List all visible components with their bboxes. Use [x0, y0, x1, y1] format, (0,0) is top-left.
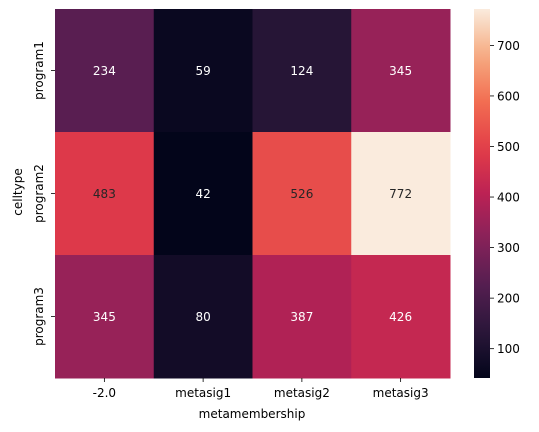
heatmap-cells [55, 9, 451, 379]
y-tick-label: program2 [32, 164, 46, 223]
colorbar-tick-label: 200 [497, 292, 520, 306]
heatmap-cell [351, 132, 451, 256]
heatmap-cell [153, 132, 253, 256]
cell-value-labels: 234 59 124 345 483 42 526 772 345 80 387 426 [93, 64, 412, 324]
y-axis-label: celltype [11, 168, 25, 215]
colorbar-tick-label: 100 [497, 342, 520, 356]
colorbar-tick-label: 300 [497, 241, 520, 255]
heatmap-cell [153, 9, 253, 133]
heatmap-cell [252, 132, 352, 256]
cell-value-label: 483 [93, 187, 116, 201]
cell-value-label: 345 [93, 310, 116, 324]
cell-value-label: 234 [93, 64, 116, 78]
heatmap-cell [252, 255, 352, 379]
cell-value-label: 59 [195, 64, 210, 78]
x-axis-label: metamembership [199, 407, 306, 421]
cell-value-label: 80 [195, 310, 210, 324]
heatmap-cell [351, 255, 451, 379]
y-tick-label: program3 [32, 287, 46, 346]
y-tick-label: program1 [32, 41, 46, 100]
cell-value-label: 345 [389, 64, 412, 78]
heatmap-cell [351, 9, 451, 133]
x-tick-label: -2.0 [93, 386, 116, 400]
cell-value-label: 772 [389, 187, 412, 201]
colorbar [474, 9, 490, 378]
heatmap-cell [55, 255, 155, 379]
cell-value-label: 387 [290, 310, 313, 324]
x-tick-label: metasig2 [274, 386, 330, 400]
colorbar-ticks: 100 200 300 400 500 600 700 [490, 39, 520, 356]
heatmap-cell [153, 255, 253, 379]
cell-value-label: 426 [389, 310, 412, 324]
heatmap-cell [55, 9, 155, 133]
x-tick-label: metasig3 [373, 386, 429, 400]
heatmap-cell [252, 9, 352, 133]
y-axis: program1 program2 program3 [32, 41, 55, 346]
colorbar-tick-label: 400 [497, 191, 520, 205]
cell-value-label: 42 [195, 187, 210, 201]
colorbar-tick-label: 600 [497, 89, 520, 103]
heatmap-cell [55, 132, 155, 256]
colorbar-tick-label: 700 [497, 39, 520, 53]
x-tick-label: metasig1 [175, 386, 231, 400]
x-axis: -2.0 metasig1 metasig2 metasig3 [93, 378, 429, 400]
cell-value-label: 124 [290, 64, 313, 78]
colorbar-tick-label: 500 [497, 140, 520, 154]
cell-value-label: 526 [290, 187, 313, 201]
